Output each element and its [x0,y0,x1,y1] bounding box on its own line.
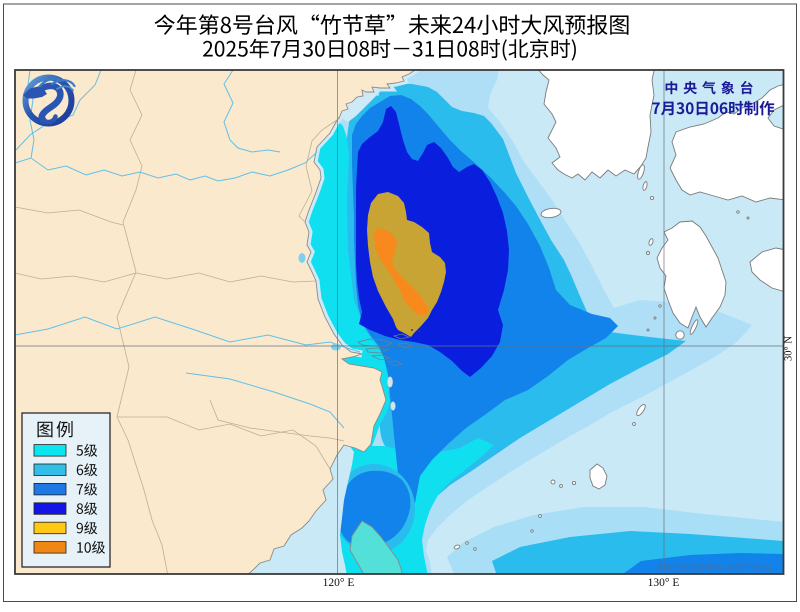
svg-text:130° E: 130° E [648,577,680,589]
svg-text:30° N: 30° N [784,336,795,361]
svg-text:120° E: 120° E [323,577,355,589]
